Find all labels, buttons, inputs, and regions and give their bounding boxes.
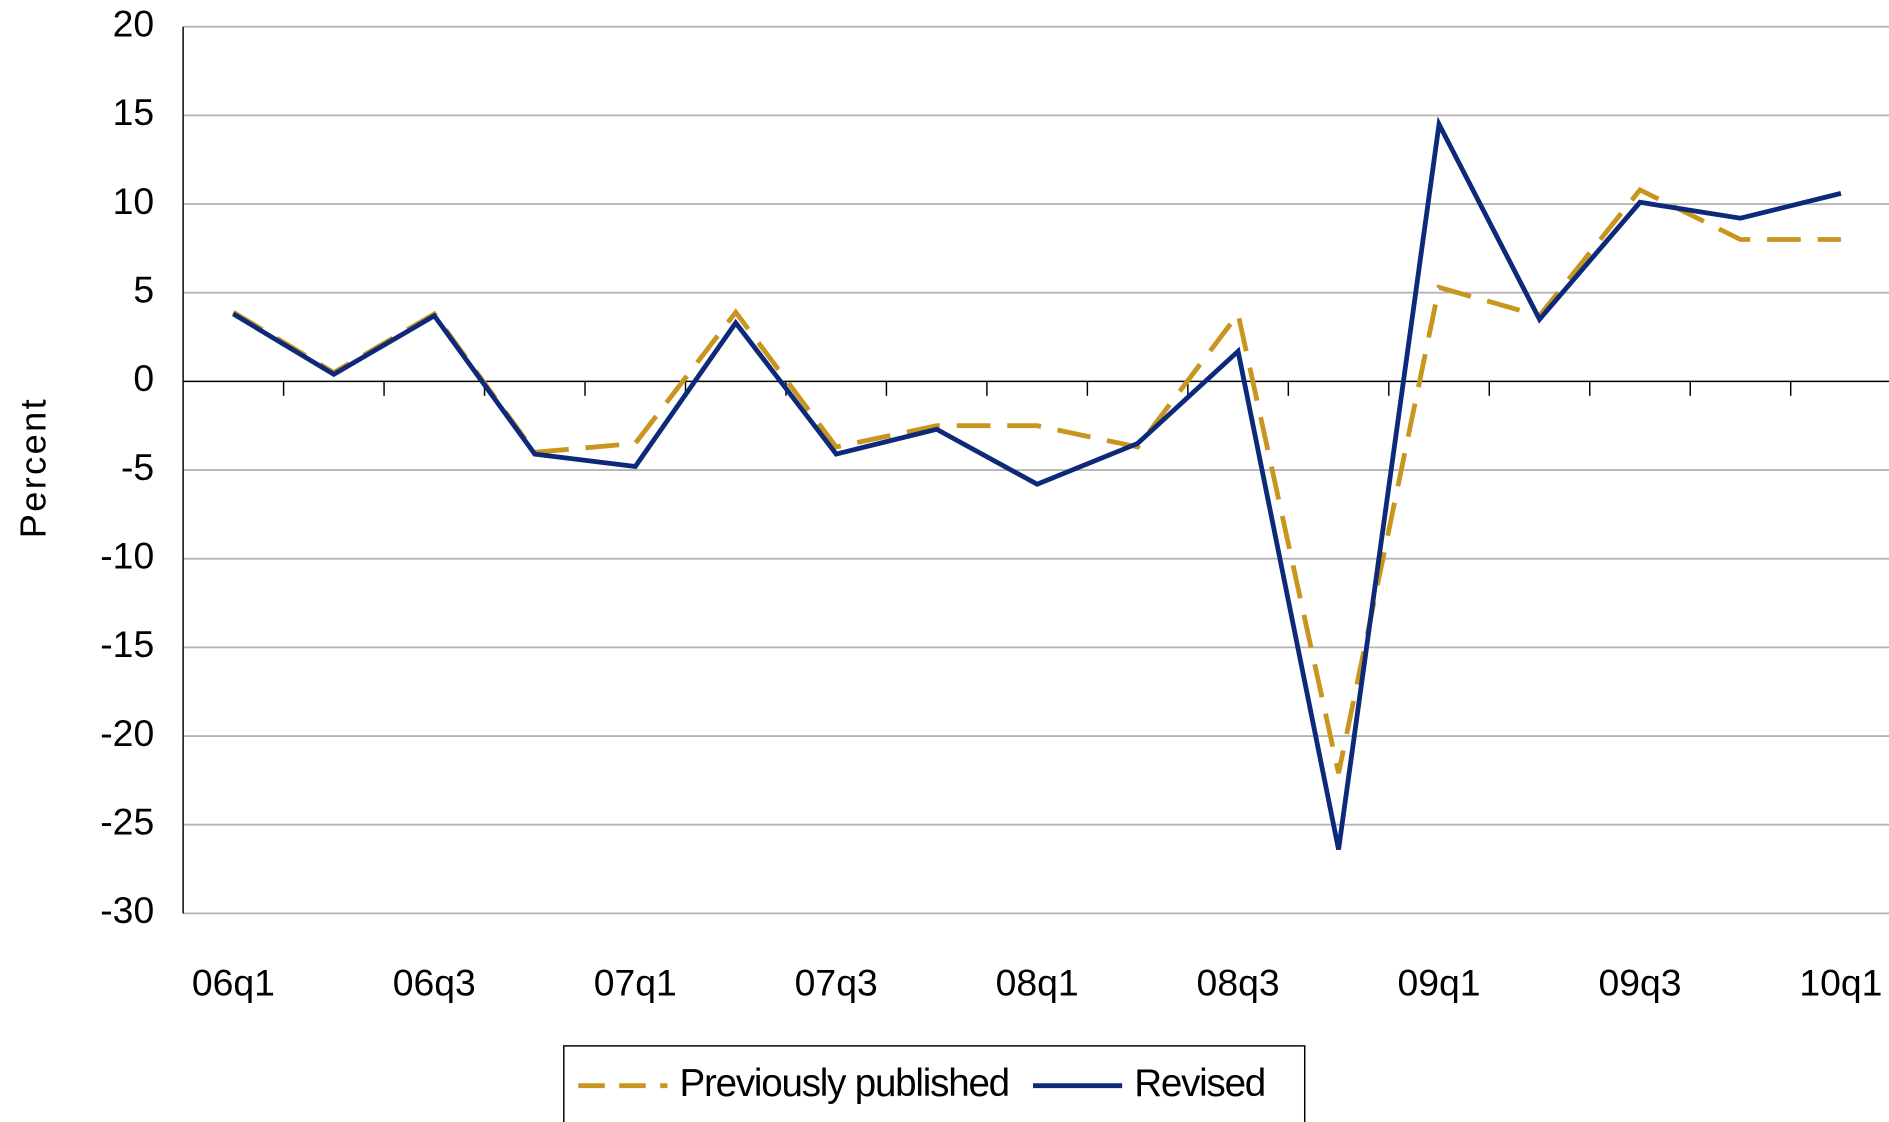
x-tick-label: 06q3: [393, 962, 476, 1004]
y-tick-label: 5: [133, 269, 154, 311]
legend-label: Revised: [1134, 1062, 1265, 1105]
y-tick-label: 10: [113, 180, 155, 222]
x-tick-label: 07q3: [795, 962, 878, 1004]
y-tick-label: -20: [100, 712, 154, 754]
x-tick-label: 09q1: [1398, 962, 1481, 1004]
y-tick-label: -15: [100, 623, 154, 665]
legend-label: Previously published: [679, 1062, 1008, 1105]
legend: Previously published Revised: [563, 1045, 1306, 1122]
series-line: [232, 116, 1842, 851]
y-tick-label: 20: [113, 3, 155, 45]
y-tick-label: -25: [100, 801, 154, 843]
x-tick-label: 09q3: [1598, 962, 1681, 1004]
x-tick-label: 07q1: [594, 962, 677, 1004]
y-tick-label: -5: [121, 446, 154, 488]
x-tick-label: 10q1: [1799, 962, 1882, 1004]
series-line: [232, 186, 1841, 774]
y-tick-label: -30: [100, 889, 154, 931]
y-tick-label: 0: [133, 357, 154, 399]
y-tick-label: 15: [113, 91, 155, 133]
x-tick-label: 06q1: [192, 962, 275, 1004]
y-tick-label: -10: [100, 535, 154, 577]
x-tick-label: 08q1: [996, 962, 1079, 1004]
x-tick-label: 08q3: [1197, 962, 1280, 1004]
legend-box: [563, 1045, 1306, 1122]
y-axis-label: Percent: [13, 397, 54, 538]
